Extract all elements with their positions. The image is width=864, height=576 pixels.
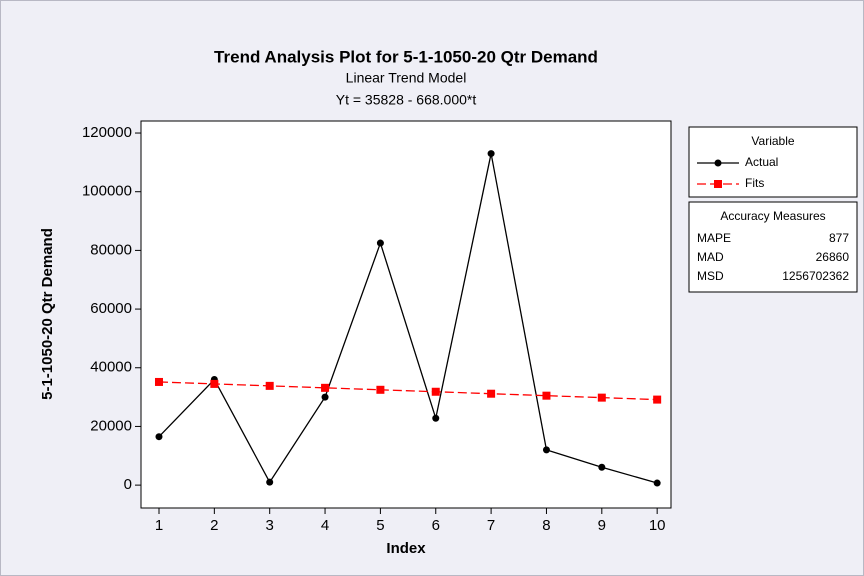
marker — [432, 414, 440, 422]
x-tick-label: 6 — [432, 517, 440, 534]
marker — [155, 433, 163, 441]
legend-marker — [714, 159, 722, 167]
marker — [653, 479, 661, 487]
marker — [265, 381, 274, 390]
accuracy-box — [688, 201, 858, 293]
x-tick-label: 2 — [210, 517, 218, 534]
series-line — [158, 381, 658, 401]
measure-value: 877 — [829, 231, 849, 245]
y-tick-label: 40000 — [90, 359, 132, 376]
marker — [487, 150, 495, 158]
marker — [431, 387, 440, 396]
y-axis-label: 5-1-1050-20 Qtr Demand — [39, 228, 56, 400]
marker — [266, 478, 274, 486]
measure-name: MAPE — [697, 231, 731, 245]
subtitle: Yt = 35828 - 668.000*t — [336, 92, 477, 108]
marker — [154, 377, 163, 386]
x-tick-label: 5 — [376, 517, 384, 534]
y-tick-label: 60000 — [90, 300, 132, 317]
marker — [376, 385, 385, 394]
legend-marker — [714, 180, 722, 188]
marker — [321, 383, 330, 392]
marker — [653, 395, 662, 404]
y-tick-label: 0 — [124, 476, 132, 493]
y-tick-label: 120000 — [82, 124, 132, 141]
measure-name: MAD — [697, 250, 724, 264]
marker — [376, 239, 384, 247]
x-tick-label: 4 — [321, 517, 329, 534]
legend-label: Fits — [745, 176, 764, 190]
accuracy-title: Accuracy Measures — [720, 209, 825, 223]
y-tick-label: 20000 — [90, 417, 132, 434]
x-axis-label: Index — [386, 540, 426, 557]
chart-title: Trend Analysis Plot for 5-1-1050-20 Qtr … — [214, 47, 598, 66]
legend-title: Variable — [751, 134, 794, 148]
x-tick-label: 10 — [649, 517, 666, 534]
x-tick-label: 7 — [487, 517, 495, 534]
x-tick-label: 9 — [598, 517, 606, 534]
marker — [487, 389, 496, 398]
marker — [597, 393, 606, 402]
y-tick-label: 80000 — [90, 241, 132, 258]
y-tick-label: 100000 — [82, 183, 132, 200]
x-tick-label: 3 — [266, 517, 274, 534]
marker — [321, 393, 329, 401]
marker — [542, 446, 550, 454]
subtitle: Linear Trend Model — [346, 70, 467, 86]
measure-value: 1256702362 — [782, 269, 849, 283]
x-tick-label: 8 — [542, 517, 550, 534]
measure-name: MSD — [697, 269, 724, 283]
marker — [542, 391, 551, 400]
legend-label: Actual — [745, 155, 778, 169]
measure-value: 26860 — [816, 250, 850, 264]
plot-area — [140, 120, 672, 509]
x-tick-label: 1 — [155, 517, 163, 534]
marker — [210, 379, 219, 388]
marker — [598, 463, 606, 471]
series-line — [158, 153, 658, 484]
